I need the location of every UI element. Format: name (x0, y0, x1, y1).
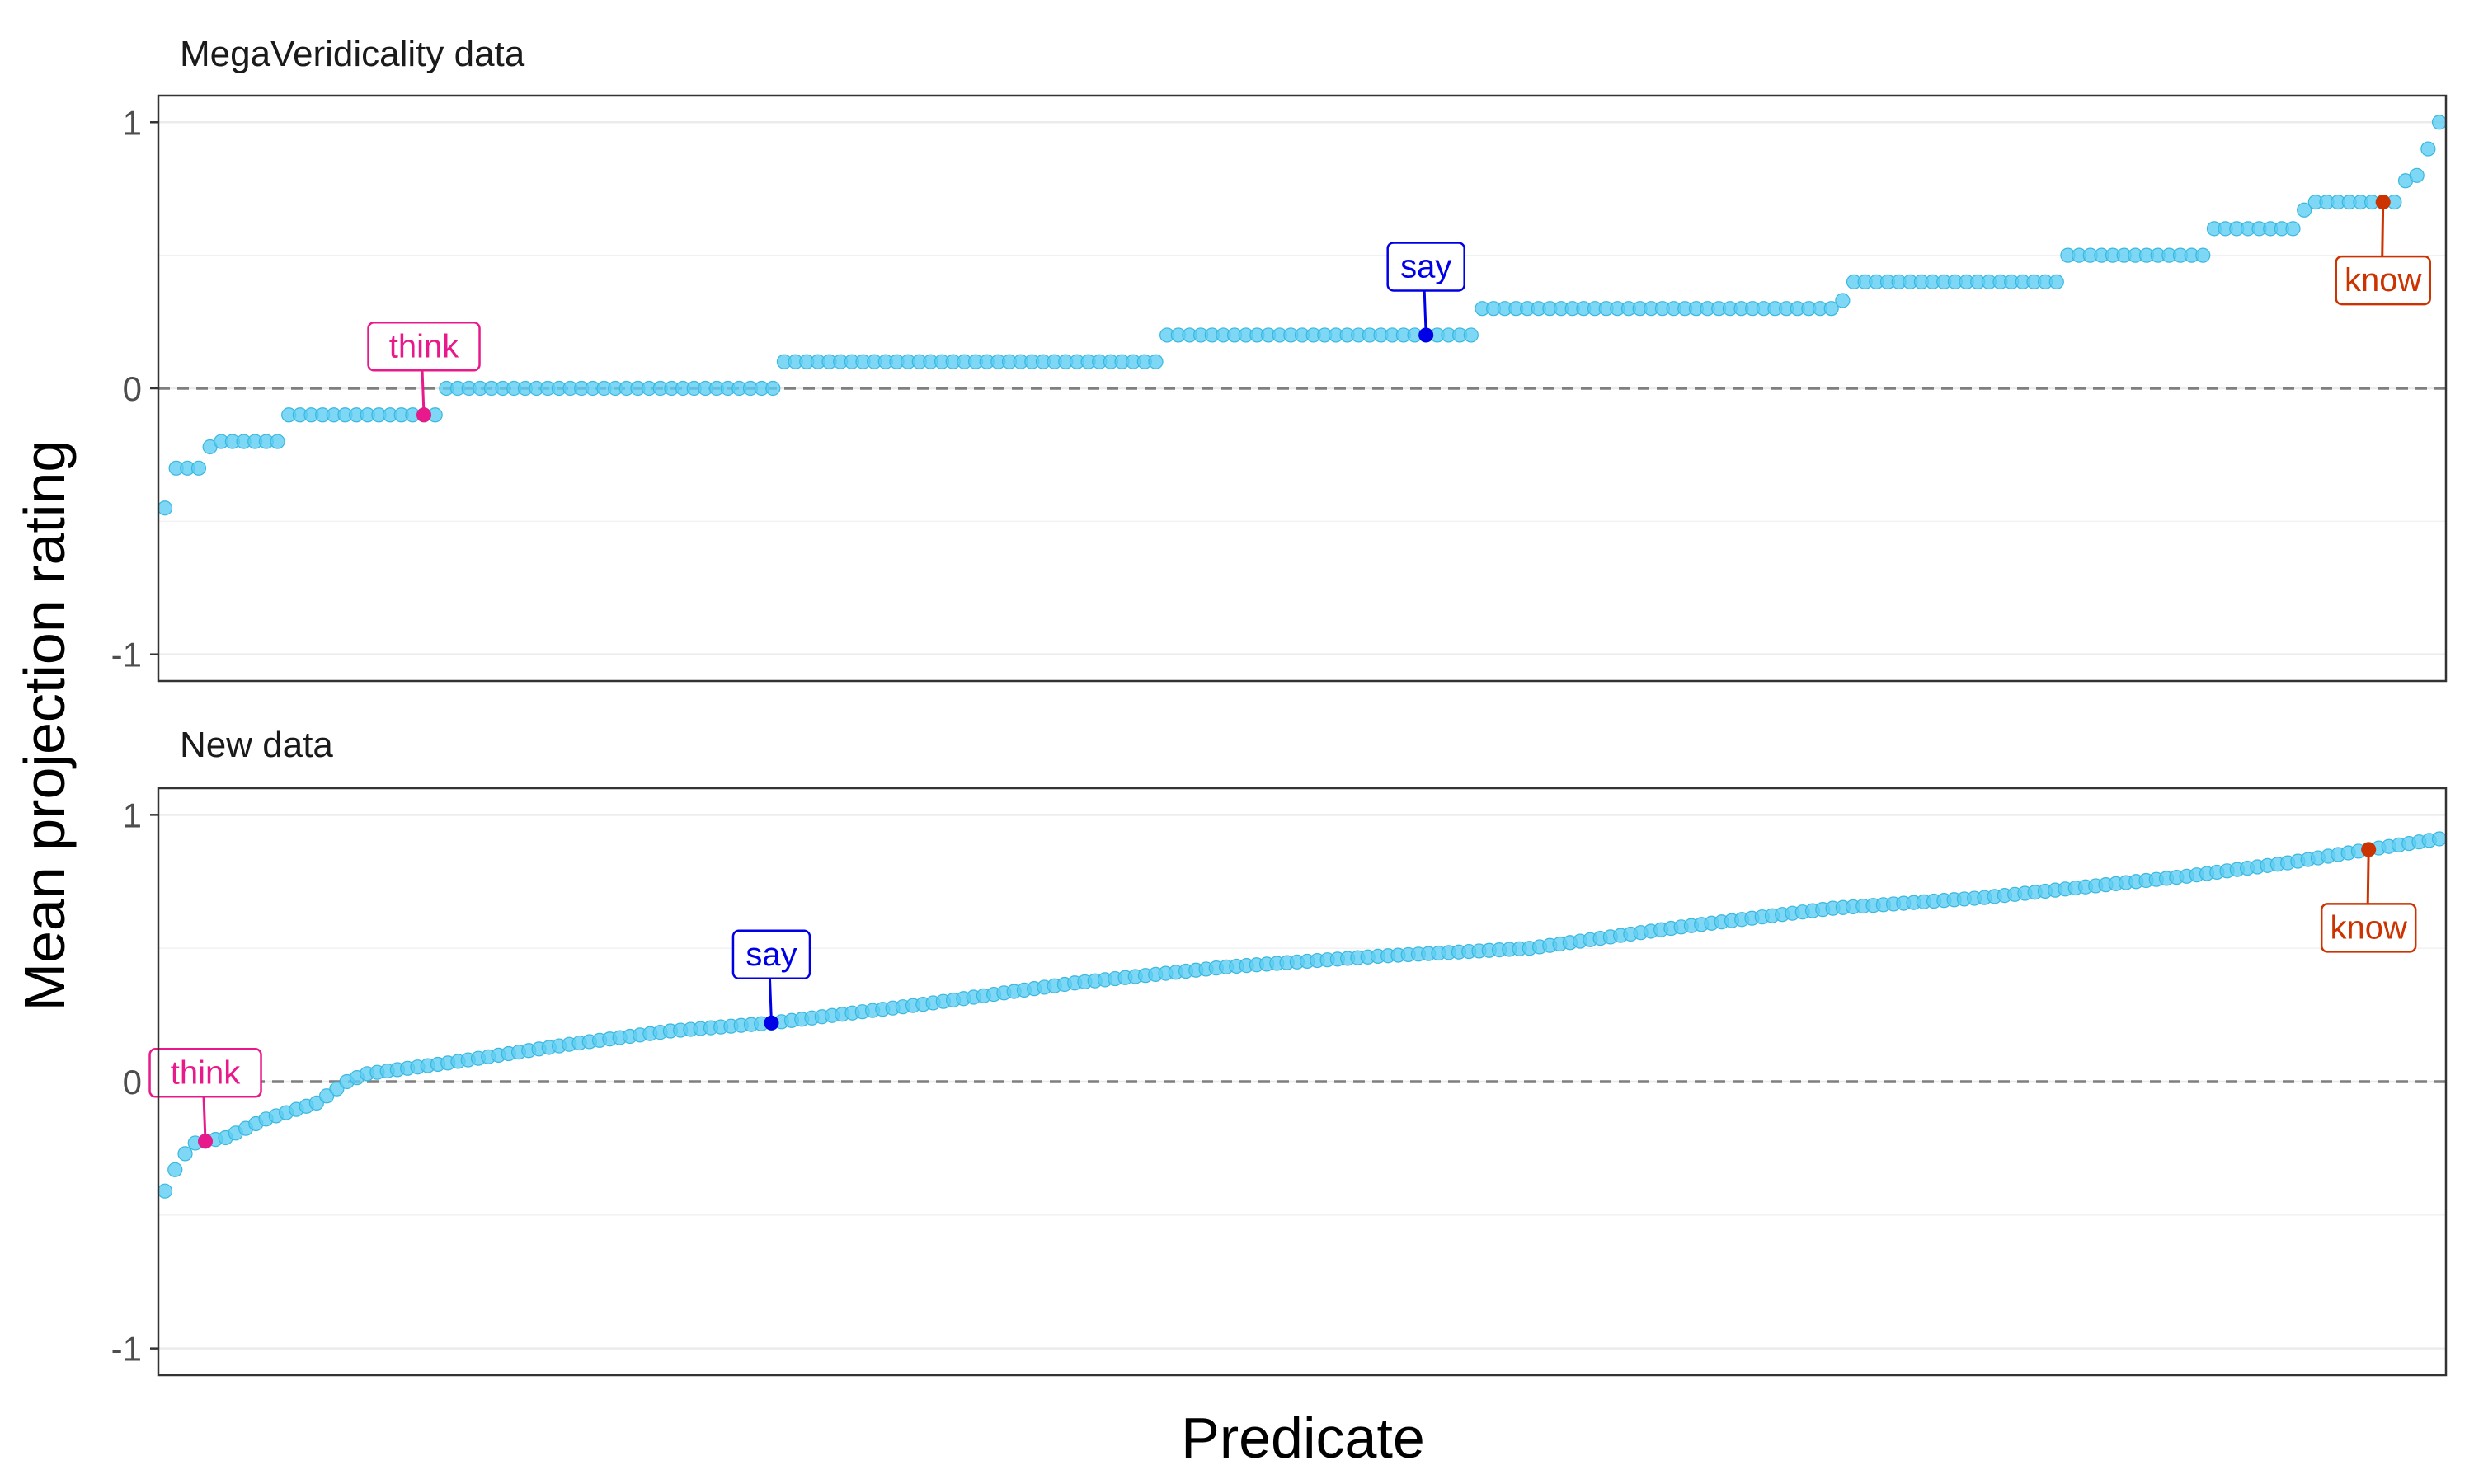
data-point (2409, 167, 2425, 183)
data-point (319, 1088, 335, 1104)
data-point (1463, 327, 1479, 343)
callout-label-know: know (2331, 909, 2407, 946)
callout-box (731, 929, 811, 980)
data-point (2297, 202, 2312, 218)
data-point (2285, 221, 2301, 237)
data-point (329, 1081, 345, 1097)
facet-megaveridicality: MegaVeridicality data 1 0 -1 think say know (111, 34, 2448, 683)
data-point (157, 1183, 173, 1199)
facet-title: New data (180, 725, 333, 765)
y-axis-title: Mean projection rating (12, 440, 77, 1012)
callout-label-think: think (389, 328, 459, 364)
callout-label-say: say (1400, 248, 1451, 284)
data-point (177, 1146, 193, 1162)
y-tick-label: -1 (111, 636, 142, 674)
callout-leader (202, 1097, 207, 1142)
data-point (270, 434, 285, 449)
x-axis-title: Predicate (1181, 1406, 1425, 1470)
y-tick-label: 1 (123, 103, 142, 142)
callout-label-know: know (2345, 262, 2421, 298)
highlight-point (416, 407, 432, 423)
callout-box (2320, 903, 2417, 953)
highlight-point (198, 1134, 214, 1149)
data-point (2431, 115, 2448, 130)
y-tick-label: 0 (123, 369, 142, 408)
panel-border (157, 787, 2448, 1377)
facet-new-data: New data 1 0 -1 think say know (111, 725, 2448, 1377)
callout-box (148, 1048, 262, 1098)
data-point (308, 1095, 324, 1111)
data-point (2195, 247, 2211, 263)
callout-box (367, 322, 481, 372)
callout-box (2335, 255, 2431, 306)
callout-label-say: say (745, 937, 797, 973)
callout-leader (768, 978, 773, 1023)
data-point (190, 460, 207, 476)
highlight-point (2361, 842, 2377, 857)
y-tick-label: 0 (123, 1063, 142, 1101)
callout-label-think: think (171, 1054, 241, 1091)
data-point (1835, 293, 1851, 308)
callout-leader (2381, 202, 2385, 257)
facet-title: MegaVeridicality data (180, 34, 525, 74)
highlight-point (1418, 327, 1434, 343)
y-tick-label: 1 (123, 796, 142, 834)
data-point (2048, 274, 2064, 290)
highlight-point (764, 1015, 779, 1031)
callout-leader (1423, 290, 1427, 336)
panel-border (157, 94, 2448, 683)
data-point (157, 500, 173, 516)
y-tick-label: -1 (111, 1330, 142, 1369)
highlight-point (2375, 195, 2391, 210)
callout-leader (421, 370, 426, 416)
data-point (2431, 831, 2448, 847)
data-point (2420, 141, 2436, 157)
data-point (1148, 354, 1164, 369)
callout-box (1386, 242, 1465, 292)
data-point (1823, 301, 1839, 317)
data-point (167, 1162, 183, 1177)
data-point (765, 380, 781, 397)
